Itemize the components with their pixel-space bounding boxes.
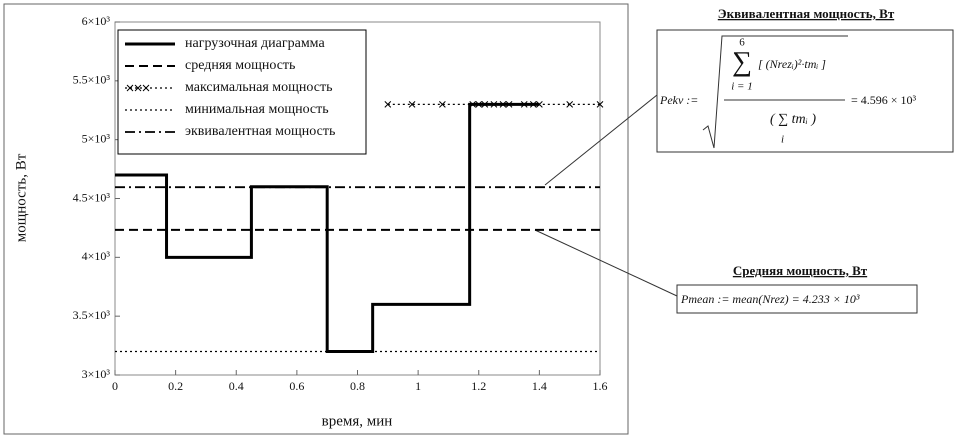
sum-symbol: ∑ bbox=[732, 46, 752, 77]
legend-label: средняя мощность bbox=[185, 58, 295, 73]
marker bbox=[475, 101, 483, 108]
x-tick-label: 0 bbox=[112, 379, 118, 393]
marker bbox=[384, 101, 392, 108]
callout-line bbox=[544, 94, 658, 186]
x-axis-label: время, мин bbox=[322, 413, 393, 429]
formula: Pmean := mean(Nrez) = 4.233 × 10³ bbox=[680, 292, 860, 306]
x-tick-label: 0.4 bbox=[229, 379, 244, 393]
sqrt-sign bbox=[702, 35, 848, 149]
y-tick-label: 4.5×10³ bbox=[73, 190, 111, 204]
denominator: ( ∑ tmᵢ ) bbox=[770, 112, 816, 127]
annotation-title: Эквивалентная мощность, Вт bbox=[718, 6, 895, 21]
marker bbox=[469, 101, 477, 108]
callout-line bbox=[534, 229, 678, 297]
marker bbox=[520, 101, 528, 108]
marker bbox=[439, 101, 446, 108]
legend-label: максимальная мощность bbox=[185, 80, 332, 95]
formula-box bbox=[676, 284, 918, 314]
annotation-title: Средняя мощность, Вт bbox=[733, 263, 868, 278]
marker bbox=[596, 101, 604, 108]
legend-marker bbox=[126, 84, 134, 92]
y-tick-label: 5×10³ bbox=[82, 131, 111, 145]
x-tick-label: 1.6 bbox=[593, 379, 608, 393]
y-tick-label: 6×10³ bbox=[82, 14, 111, 28]
formula-box bbox=[656, 29, 954, 153]
x-tick-label: 0.6 bbox=[289, 379, 304, 393]
marker bbox=[536, 101, 543, 108]
marker bbox=[408, 101, 416, 108]
chart-frame bbox=[3, 3, 629, 435]
x-tick-label: 1 bbox=[415, 379, 421, 393]
series-line bbox=[115, 102, 540, 353]
legend-marker bbox=[142, 84, 150, 92]
x-tick-label: 0.2 bbox=[168, 379, 183, 393]
x-tick-label: 1.2 bbox=[471, 379, 486, 393]
numerator: [ (Nrezᵢ)²·tmᵢ ] bbox=[758, 57, 826, 71]
x-tick-label: 1.4 bbox=[532, 379, 547, 393]
marker bbox=[529, 101, 537, 108]
y-tick-label: 4×10³ bbox=[82, 249, 111, 263]
legend-box bbox=[117, 29, 367, 155]
denominator-index: i bbox=[781, 134, 784, 146]
marker bbox=[566, 101, 574, 108]
y-axis-label: мощность, Вт bbox=[13, 153, 29, 242]
legend-label: минимальная мощность bbox=[185, 102, 329, 117]
x-tick-label: 0.8 bbox=[350, 379, 365, 393]
marker bbox=[505, 101, 513, 108]
y-tick-label: 3.5×10³ bbox=[73, 308, 111, 322]
legend-marker bbox=[134, 84, 142, 92]
y-tick-label: 5.5×10³ bbox=[73, 73, 111, 87]
marker bbox=[499, 101, 507, 108]
formula-lhs: Pekv := bbox=[659, 93, 698, 107]
sum-upper: 6 bbox=[739, 37, 745, 49]
sum-lower: i = 1 bbox=[731, 81, 752, 93]
legend-label: нагрузочная диаграмма bbox=[185, 36, 325, 51]
formula-result: = 4.596 × 10³ bbox=[851, 93, 917, 107]
marker bbox=[481, 101, 489, 108]
marker bbox=[490, 101, 498, 108]
y-tick-label: 3×10³ bbox=[82, 367, 111, 381]
legend-label: эквивалентная мощность bbox=[185, 124, 335, 139]
